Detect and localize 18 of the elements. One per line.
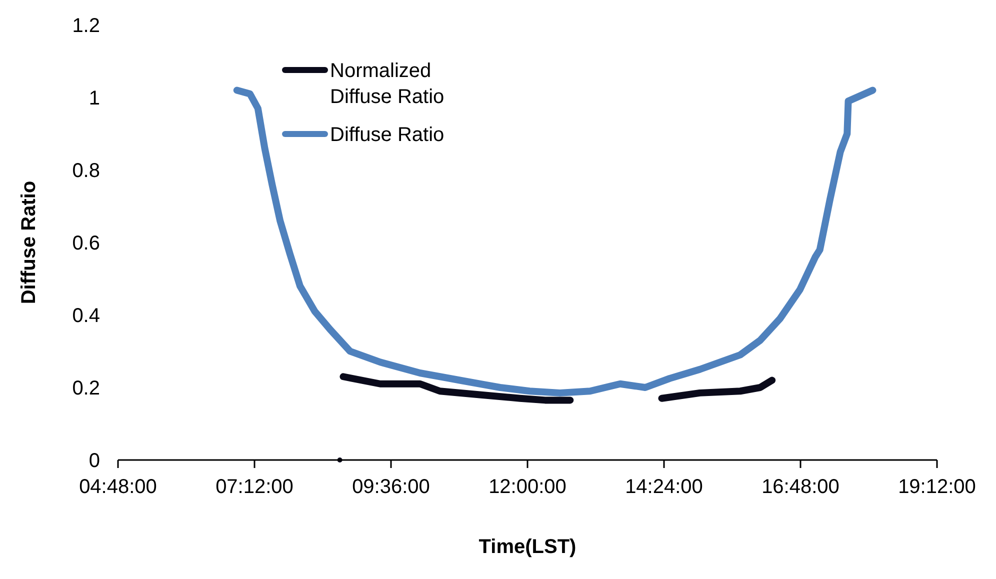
y-tick-label: 1.2 <box>72 15 100 37</box>
y-tick-label: 0.6 <box>72 232 100 254</box>
x-tick-label: 07:12:00 <box>216 476 294 498</box>
legend-label: Normalized Diffuse Ratio <box>330 60 444 108</box>
y-tick-label: 0.8 <box>72 160 100 182</box>
y-tick-label: 0.2 <box>72 378 100 400</box>
x-tick-label: 16:48:00 <box>762 476 840 498</box>
x-tick-label: 12:00:00 <box>488 476 566 498</box>
y-tick-label: 0.4 <box>72 305 100 327</box>
x-axis-title: Time(LST) <box>478 536 576 558</box>
y-axis-title: Diffuse Ratio <box>18 180 40 304</box>
x-tick-label: 04:48:00 <box>79 476 157 498</box>
y-tick-label: 1 <box>88 88 100 110</box>
x-tick-label: 09:36:00 <box>352 476 430 498</box>
x-tick-label: 14:24:00 <box>625 476 703 498</box>
x-tick-label: 19:12:00 <box>898 476 976 498</box>
legend-label: Diffuse Ratio <box>330 124 444 146</box>
y-tick-label: 0 <box>88 450 100 472</box>
